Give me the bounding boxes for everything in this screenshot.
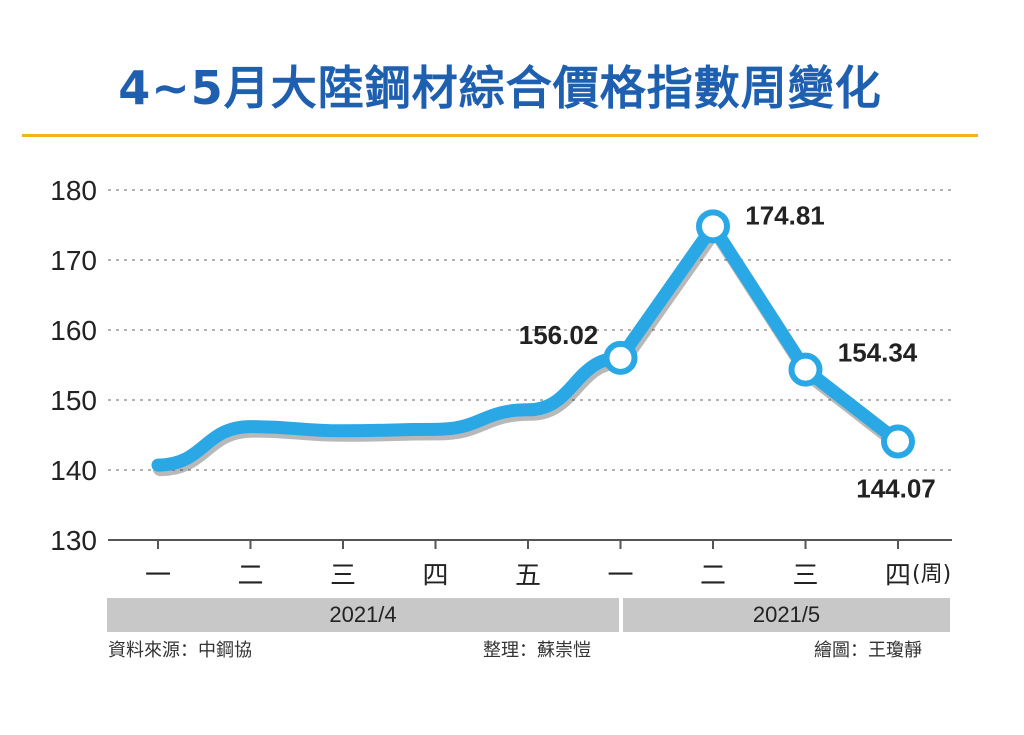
chart-title: 4~5月大陸鋼材綜合價格指數周變化 [118, 61, 882, 115]
month-band-april: 2021/4 [107, 598, 619, 632]
y-tick-label: 150 [50, 385, 97, 416]
source-note: 資料來源：中鋼協 [108, 640, 252, 661]
x-tick-label: 四 [422, 561, 448, 591]
series-line-path [151, 219, 905, 472]
data-label: 154.34 [838, 338, 918, 368]
data-label: 174.81 [745, 200, 825, 230]
x-tick-label: 三 [330, 561, 356, 591]
data-point-marker [696, 209, 730, 244]
data-point-marker [788, 352, 823, 387]
x-tick-label: 一 [607, 561, 633, 591]
month-band-may: 2021/5 [623, 598, 950, 632]
line-chart: 130140150160170180 一二三四五一二三四 (周) 156.0217… [50, 175, 952, 591]
data-point-marker [881, 424, 915, 459]
x-axis-unit: (周) [912, 562, 951, 587]
data-label: 144.07 [856, 474, 936, 504]
y-tick-label: 180 [50, 175, 97, 206]
title-divider [22, 134, 978, 137]
editor-note: 整理：蘇崇愷 [483, 640, 591, 661]
y-tick-label: 160 [50, 315, 97, 346]
y-tick-label: 170 [50, 245, 97, 276]
series-line [151, 219, 907, 477]
data-labels: 156.02 174.81 154.34 144.07 [519, 200, 936, 503]
data-point-marker [603, 340, 638, 375]
x-tick-label: 三 [792, 561, 818, 591]
data-points [603, 209, 915, 459]
x-tick-label: 一 [145, 561, 171, 591]
y-tick-label: 140 [50, 455, 97, 486]
artist-note: 繪圖：王瓊靜 [814, 640, 922, 661]
data-label: 156.02 [519, 320, 599, 350]
x-axis: 一二三四五一二三四 (周) [108, 539, 952, 591]
y-tick-label: 130 [50, 525, 97, 556]
x-tick-label: 二 [700, 561, 726, 591]
x-tick-label: 二 [237, 561, 263, 591]
x-tick-label: 五 [515, 561, 541, 591]
y-axis-ticks: 130 140 150 160 170 180 [50, 175, 97, 556]
x-tick-label: 四 [885, 561, 911, 591]
